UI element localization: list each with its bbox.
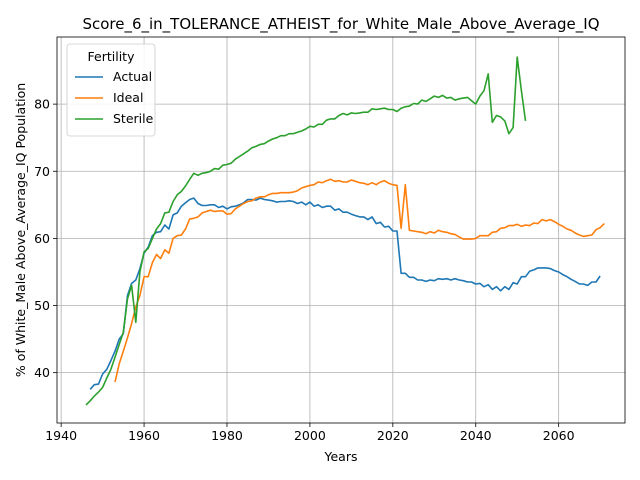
legend: Fertility Actual Ideal Sterile <box>66 43 156 137</box>
legend-box <box>66 43 156 137</box>
x-tick-label: 2000 <box>294 428 326 443</box>
y-tick-label: 60 <box>34 231 50 246</box>
plot-area-frame <box>56 36 626 424</box>
y-axis-title: % of White_Male Above_Average_IQ Populat… <box>13 83 28 377</box>
y-tick-label: 80 <box>34 97 50 112</box>
legend-title: Fertility <box>88 49 136 64</box>
x-axis-title: Years <box>324 449 358 464</box>
x-tick-label: 2040 <box>460 428 492 443</box>
y-tick-label: 40 <box>34 365 50 380</box>
legend-label-ideal: Ideal <box>113 90 143 105</box>
x-tick-label: 2060 <box>543 428 575 443</box>
series-line-actual <box>89 197 601 390</box>
x-tick-label: 2020 <box>377 428 409 443</box>
y-tick-label: 70 <box>34 164 50 179</box>
y-axis: 40 50 60 70 80 <box>34 97 57 380</box>
legend-label-actual: Actual <box>113 69 152 84</box>
grid-lines <box>57 37 625 423</box>
x-tick-label: 1960 <box>128 428 160 443</box>
series-layer <box>85 56 605 406</box>
y-tick-label: 50 <box>34 298 50 313</box>
x-axis: 1940 1960 1980 2000 2020 2040 2060 <box>45 423 575 443</box>
series-line-sterile <box>85 56 527 406</box>
x-tick-label: 1980 <box>211 428 243 443</box>
x-tick-label: 1940 <box>45 428 77 443</box>
legend-label-sterile: Sterile <box>113 111 154 126</box>
series-line-ideal <box>114 178 605 383</box>
chart-title: Score_6_in_TOLERANCE_ATHEIST_for_White_M… <box>82 15 599 34</box>
